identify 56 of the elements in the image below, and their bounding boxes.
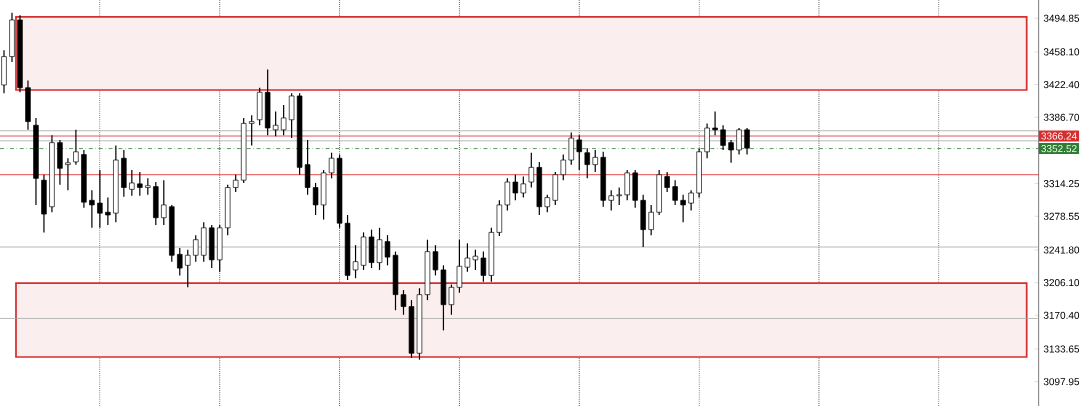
candlestick xyxy=(472,249,479,271)
y-tick-label: 3386.70 xyxy=(1043,113,1080,121)
candlestick xyxy=(568,131,575,166)
y-tick-label: 3170.40 xyxy=(1043,311,1080,319)
candlestick xyxy=(520,175,527,199)
candlestick xyxy=(177,247,183,277)
candlestick xyxy=(672,179,678,206)
y-tick-label: 3314.25 xyxy=(1043,180,1080,188)
candlestick xyxy=(720,124,726,151)
candlestick xyxy=(304,139,311,196)
candlestick xyxy=(512,174,519,201)
candlestick xyxy=(185,249,191,288)
candlestick xyxy=(728,139,734,164)
candlestick xyxy=(280,104,287,136)
y-tick-label: 3278.55 xyxy=(1043,212,1080,220)
candlestick xyxy=(480,251,487,283)
candlestick xyxy=(736,127,742,156)
candlestick xyxy=(97,169,103,229)
candlestick xyxy=(448,283,455,316)
candlestick xyxy=(592,149,598,173)
candlestick xyxy=(288,92,295,139)
candlestick xyxy=(608,189,614,211)
candlestick xyxy=(65,157,71,191)
y-tick-label: 3422.40 xyxy=(1043,81,1080,89)
y-tick-label: 3206.10 xyxy=(1043,279,1080,287)
candlestick xyxy=(137,171,143,197)
candlestick xyxy=(560,153,567,181)
candlestick xyxy=(464,242,471,273)
y-tick-label: 3241.80 xyxy=(1043,246,1080,254)
y-tick-label: 3494.85 xyxy=(1043,14,1080,22)
candlestick xyxy=(312,182,319,216)
candlestick xyxy=(248,114,255,146)
candlestick xyxy=(528,152,535,189)
candlestick xyxy=(712,110,718,136)
y-tick-label: 3133.65 xyxy=(1043,345,1080,353)
y-tick-label: 3458.10 xyxy=(1043,48,1080,56)
candlestick xyxy=(704,122,710,159)
candlestick xyxy=(584,147,590,179)
candlestick xyxy=(504,177,511,211)
candlestick xyxy=(105,196,111,226)
candlestick xyxy=(680,194,686,223)
candlestick xyxy=(624,169,630,201)
candlestick xyxy=(129,169,135,197)
candlestick xyxy=(193,234,199,263)
y-tick-label: 3097.95 xyxy=(1043,378,1080,386)
candlestick xyxy=(272,110,279,137)
ref-line-label: 3352.52 xyxy=(1041,145,1077,153)
candlestick xyxy=(328,152,335,179)
candlestick xyxy=(664,171,670,193)
candlestick xyxy=(688,189,694,211)
ref-line-label: 3366.24 xyxy=(1041,132,1077,140)
candlestick xyxy=(89,189,95,229)
candlestick xyxy=(744,127,750,156)
candlestick xyxy=(161,179,167,226)
candlestick xyxy=(73,129,79,166)
candlestick xyxy=(648,204,654,236)
